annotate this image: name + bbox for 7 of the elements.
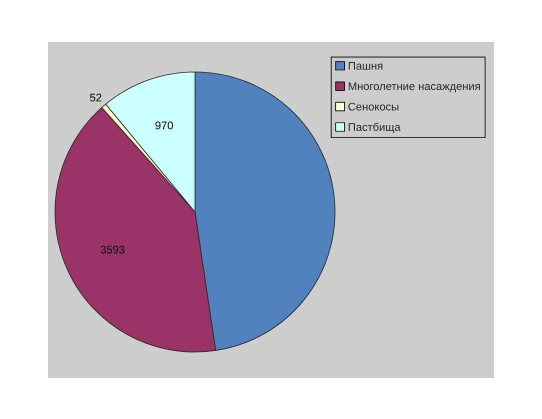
legend-label: Многолетние насаждения — [348, 82, 480, 92]
legend-label: Пастбища — [348, 122, 401, 134]
legend-label: Сенокосы — [348, 102, 398, 111]
legend-label: Пашня — [348, 62, 382, 70]
data-label: 3593 — [100, 246, 124, 254]
data-label: 970 — [155, 122, 173, 130]
data-label: 52 — [90, 94, 102, 102]
